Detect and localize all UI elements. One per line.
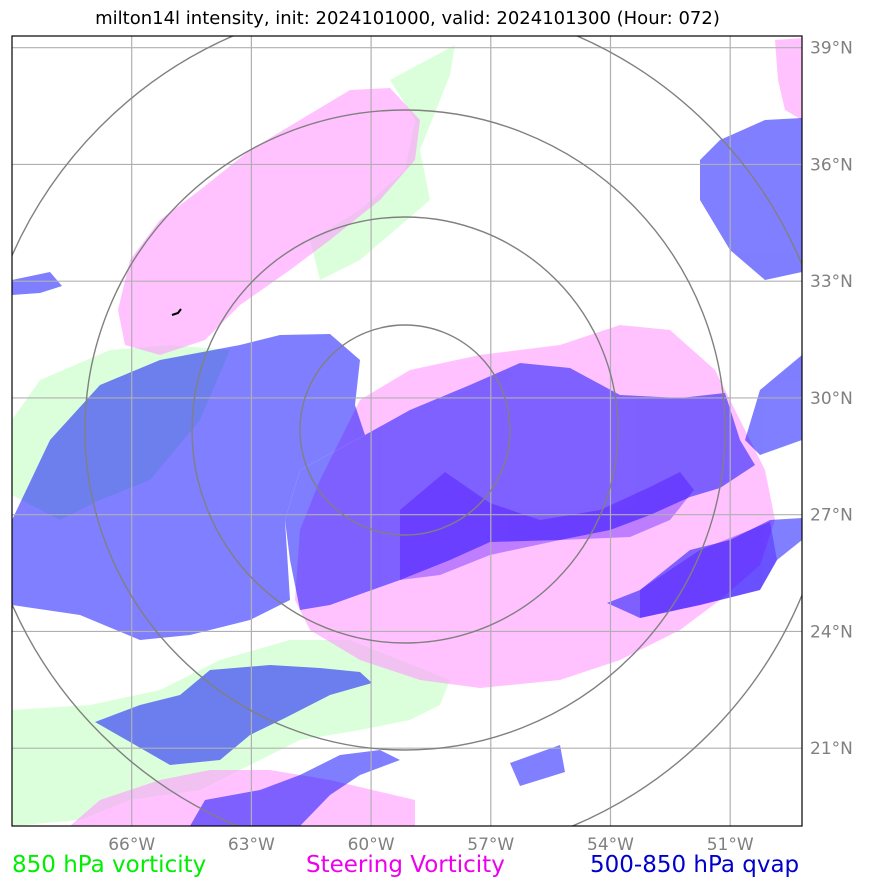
lon-tick-label: 66°W: [108, 835, 155, 855]
lat-tick-label: 21°N: [810, 739, 853, 759]
lat-tick-label: 36°N: [810, 155, 853, 175]
latitude-tick-labels: 39°N 36°N 33°N 30°N 27°N 24°N 21°N: [810, 39, 853, 759]
lat-tick-label: 24°N: [810, 622, 853, 642]
legend-850-vorticity: 850 hPa vorticity: [12, 852, 207, 878]
lon-tick-label: 54°W: [587, 835, 634, 855]
longitude-tick-labels: 66°W 63°W 60°W 57°W 54°W 51°W: [108, 835, 754, 855]
lon-tick-label: 57°W: [467, 835, 514, 855]
range-rings: [12, 36, 802, 826]
lat-tick-label: 30°N: [810, 389, 853, 409]
lat-lon-grid: [12, 36, 802, 826]
lon-tick-label: 63°W: [228, 835, 275, 855]
qvap-layer: [12, 118, 802, 826]
lon-tick-label: 60°W: [348, 835, 395, 855]
map-frame: [11, 35, 803, 827]
legend-steering-vorticity: Steering Vorticity: [306, 852, 505, 878]
legend-qvap: 500-850 hPa qvap: [590, 852, 800, 878]
qvap-core-layer: [400, 472, 777, 618]
lat-tick-label: 33°N: [810, 272, 853, 292]
map-title: milton14l intensity, init: 2024101000, v…: [95, 8, 720, 29]
lat-tick-label: 39°N: [810, 39, 853, 59]
lat-tick-label: 27°N: [810, 506, 853, 526]
storm-track-marker: [171, 308, 182, 316]
lon-tick-label: 51°W: [707, 835, 754, 855]
